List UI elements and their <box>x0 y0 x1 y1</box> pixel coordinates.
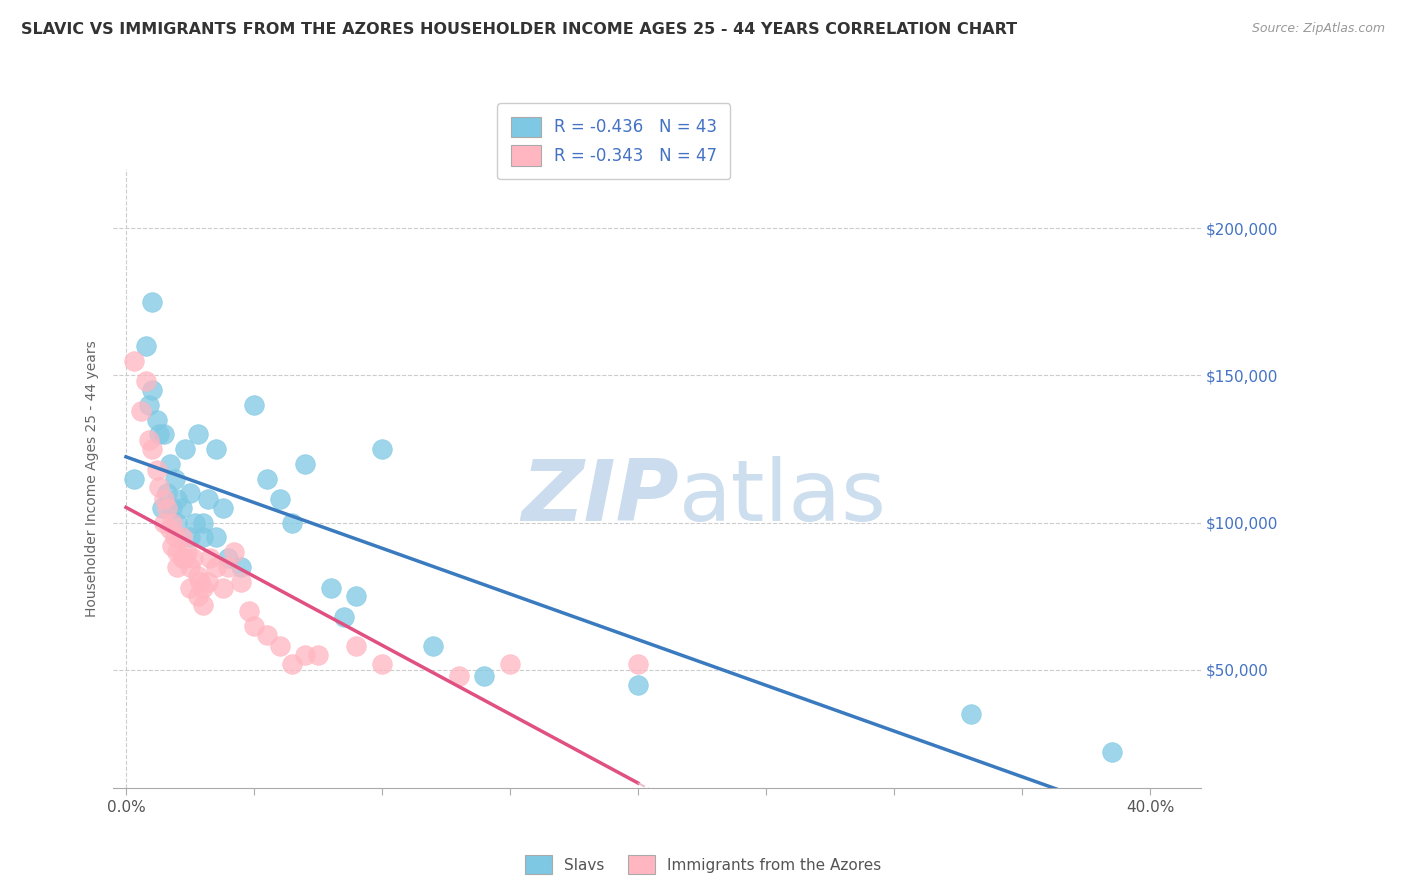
Legend: Slavs, Immigrants from the Azores: Slavs, Immigrants from the Azores <box>519 849 887 880</box>
Point <box>153 492 176 507</box>
Point <box>319 581 342 595</box>
Point <box>191 516 214 530</box>
Point <box>138 398 160 412</box>
Point <box>160 501 183 516</box>
Point <box>204 531 226 545</box>
Point <box>243 619 266 633</box>
Point <box>243 398 266 412</box>
Point <box>307 648 329 663</box>
Point <box>474 669 496 683</box>
Point <box>191 598 214 612</box>
Point <box>204 560 226 574</box>
Y-axis label: Householder Income Ages 25 - 44 years: Householder Income Ages 25 - 44 years <box>86 340 100 617</box>
Point <box>138 434 160 448</box>
Point <box>294 457 316 471</box>
Point <box>148 427 170 442</box>
Point <box>231 574 253 589</box>
Point <box>191 531 214 545</box>
Point <box>173 442 195 456</box>
Point <box>176 545 198 559</box>
Point <box>447 669 470 683</box>
Point <box>269 492 291 507</box>
Point <box>160 539 183 553</box>
Point <box>135 339 157 353</box>
Point <box>499 657 522 671</box>
Point <box>163 531 186 545</box>
Point <box>200 551 222 566</box>
Point <box>122 353 145 368</box>
Point <box>627 657 650 671</box>
Point <box>344 640 367 654</box>
Point <box>1101 746 1123 760</box>
Point <box>173 551 195 566</box>
Point <box>172 531 194 545</box>
Point <box>141 383 163 397</box>
Point <box>197 574 219 589</box>
Point <box>156 501 179 516</box>
Point <box>217 560 239 574</box>
Point <box>344 590 367 604</box>
Text: atlas: atlas <box>679 456 887 539</box>
Point <box>960 707 983 722</box>
Point <box>256 627 278 641</box>
Point <box>191 581 214 595</box>
Point <box>212 501 235 516</box>
Point <box>172 551 194 566</box>
Point <box>148 480 170 494</box>
Point <box>160 516 183 530</box>
Point <box>179 486 201 500</box>
Point <box>145 412 167 426</box>
Point <box>212 581 235 595</box>
Point <box>187 590 209 604</box>
Point <box>141 442 163 456</box>
Point <box>281 657 304 671</box>
Point <box>217 551 239 566</box>
Point <box>256 472 278 486</box>
Point <box>166 492 188 507</box>
Point <box>150 501 173 516</box>
Point <box>163 472 186 486</box>
Point <box>166 516 188 530</box>
Text: SLAVIC VS IMMIGRANTS FROM THE AZORES HOUSEHOLDER INCOME AGES 25 - 44 YEARS CORRE: SLAVIC VS IMMIGRANTS FROM THE AZORES HOU… <box>21 22 1017 37</box>
Point <box>238 604 260 618</box>
Point <box>188 574 211 589</box>
Point <box>172 501 194 516</box>
Point <box>153 427 176 442</box>
Point <box>156 486 179 500</box>
Point <box>184 516 207 530</box>
Point <box>159 457 181 471</box>
Point <box>231 560 253 574</box>
Point <box>141 294 163 309</box>
Point <box>179 581 201 595</box>
Point <box>422 640 444 654</box>
Point <box>281 516 304 530</box>
Point <box>187 568 209 582</box>
Point <box>181 551 204 566</box>
Point <box>179 560 201 574</box>
Point <box>179 531 201 545</box>
Point <box>204 442 226 456</box>
Point <box>269 640 291 654</box>
Point <box>332 610 354 624</box>
Text: Source: ZipAtlas.com: Source: ZipAtlas.com <box>1251 22 1385 36</box>
Point <box>153 516 176 530</box>
Point <box>294 648 316 663</box>
Point <box>166 560 188 574</box>
Point <box>187 427 209 442</box>
Point <box>222 545 245 559</box>
Point <box>135 375 157 389</box>
Point <box>122 472 145 486</box>
Point <box>371 442 394 456</box>
Text: ZIP: ZIP <box>522 456 679 539</box>
Legend: R = -0.436   N = 43, R = -0.343   N = 47: R = -0.436 N = 43, R = -0.343 N = 47 <box>498 103 730 179</box>
Point <box>627 678 650 692</box>
Point <box>145 463 167 477</box>
Point <box>197 492 219 507</box>
Point <box>131 404 153 418</box>
Point <box>371 657 394 671</box>
Point <box>159 522 181 536</box>
Point <box>166 545 188 559</box>
